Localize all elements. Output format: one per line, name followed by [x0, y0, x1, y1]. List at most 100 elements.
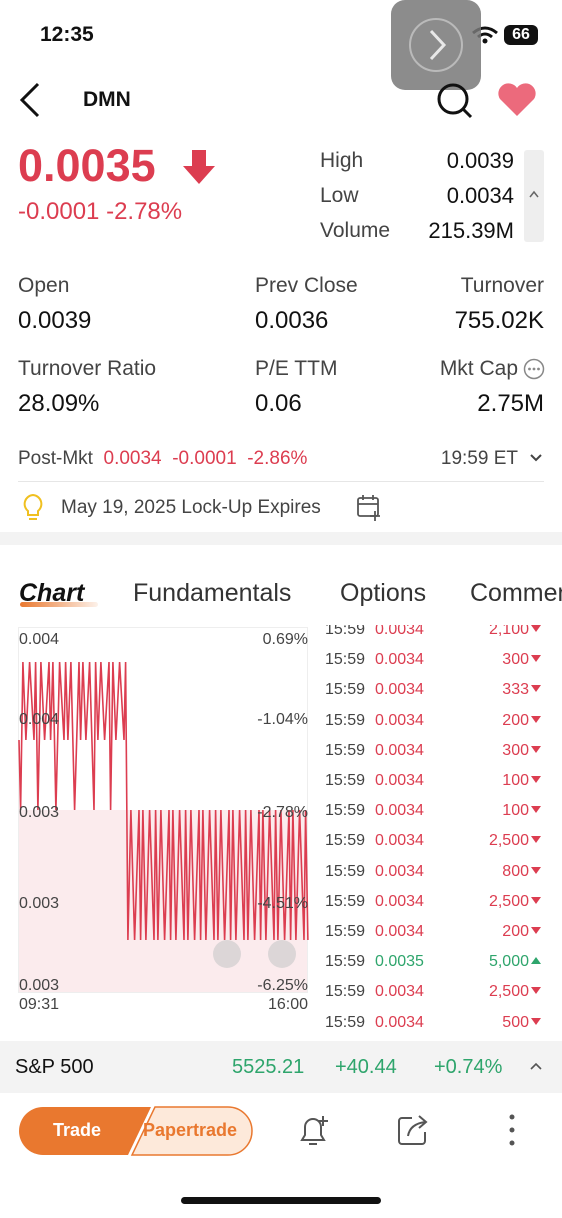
side-stat-label: Volume: [320, 219, 391, 242]
x-axis-label: 09:31: [19, 996, 60, 1013]
trade-time: 15:59: [325, 983, 366, 1001]
side-stat-label: Low: [320, 184, 359, 207]
trade-volume: 333: [502, 681, 529, 699]
trade-time: 15:59: [325, 1013, 366, 1031]
trade-time: 15:59: [325, 862, 366, 880]
more-button[interactable]: [505, 1112, 519, 1148]
trade-volume: 5,000: [488, 953, 529, 971]
trade-time: 15:59: [325, 741, 366, 759]
y-axis-label: 0.003: [19, 804, 60, 821]
trade-volume: 100: [502, 802, 529, 820]
index-value: 5525.21: [232, 1056, 305, 1078]
trade-time: 15:59: [325, 711, 366, 729]
trade-direction-icon: [531, 1017, 541, 1025]
trade-volume: 300: [502, 651, 529, 669]
trade-time: 15:59: [325, 625, 366, 638]
trade-volume: 2,500: [488, 983, 529, 1001]
stat-label: Turnover Ratio: [18, 357, 157, 380]
calendar-add-icon[interactable]: [356, 494, 382, 522]
tab[interactable]: Fundamentals: [133, 579, 292, 607]
trade-button[interactable]: Trade: [53, 1120, 102, 1140]
trade-direction-icon: [531, 927, 541, 934]
trade-volume: 2,500: [488, 832, 529, 850]
trade-direction-icon: [531, 776, 541, 783]
collapse-toggle[interactable]: [524, 150, 544, 242]
y-axis-label: 0.004: [19, 711, 60, 728]
index-bar[interactable]: [0, 1041, 562, 1093]
tab[interactable]: Options: [340, 579, 427, 607]
down-arrow-icon: [183, 150, 215, 184]
stat-value: 2.75M: [477, 390, 544, 417]
trade-volume: 100: [502, 772, 529, 789]
trade-buttons: [19, 1106, 253, 1156]
section-gap: [0, 532, 562, 545]
expand-icon[interactable]: [529, 1061, 543, 1071]
trade-direction-icon: [531, 806, 541, 814]
tab[interactable]: Chart: [19, 579, 85, 607]
trade-price: 0.0034: [375, 923, 424, 940]
trade-direction-icon: [531, 745, 541, 753]
y-axis-pct-label: -6.25%: [257, 977, 308, 994]
tab-bar: Chart Fundamentals Options Comments: [0, 578, 562, 618]
stat-value: 755.02K: [454, 307, 544, 334]
alert-button[interactable]: [296, 1112, 332, 1150]
trade-volume: 500: [502, 1013, 529, 1031]
trade-direction-icon: [531, 625, 541, 632]
chart-control[interactable]: [268, 940, 296, 968]
trade-price: 0.0034: [375, 681, 424, 699]
favorite-button[interactable]: [496, 82, 538, 118]
stat-label: Mkt Cap: [439, 357, 518, 380]
chart-control[interactable]: [213, 940, 241, 968]
trade-direction-icon: [531, 836, 541, 844]
chart-frame: [18, 627, 308, 993]
y-axis-label: 0.003: [19, 977, 60, 994]
stat-label: P/E TTM: [255, 357, 338, 380]
trade-price: 0.0034: [375, 832, 424, 850]
y-axis-pct-label: -1.04%: [257, 711, 308, 728]
more-info-icon[interactable]: [523, 358, 545, 380]
trade-time: 15:59: [325, 681, 366, 699]
trade-price: 0.0034: [375, 892, 424, 910]
trade-price: 0.0034: [375, 651, 424, 669]
event-text[interactable]: May 19, 2025 Lock-Up Expires: [61, 497, 321, 518]
trade-price: 0.0034: [375, 983, 424, 1001]
share-button[interactable]: [396, 1112, 432, 1148]
trade-direction-icon: [531, 957, 541, 965]
post-market-change: -0.0001: [172, 448, 237, 469]
post-market-time: 19:59 ET: [440, 448, 518, 469]
trade-price: 0.0034: [375, 625, 424, 638]
ticker-title: DMN: [83, 88, 131, 111]
side-stat-value: 0.0034: [446, 183, 514, 208]
trade-direction-icon: [531, 655, 541, 663]
divider: [18, 481, 544, 482]
search-button[interactable]: [436, 82, 474, 120]
trade-price: 0.0034: [375, 711, 424, 729]
papertrade-button[interactable]: Papertrade: [143, 1120, 238, 1140]
back-button[interactable]: [18, 82, 42, 118]
stat-label: Open: [18, 274, 70, 297]
trade-time: 15:59: [325, 832, 366, 850]
bulb-icon: [23, 493, 43, 520]
y-axis-pct-label: 0.69%: [262, 631, 308, 648]
y-axis-pct-label: -4.51%: [257, 895, 308, 912]
y-axis-pct-label: -2.78%: [257, 804, 308, 821]
expand-icon[interactable]: [529, 452, 543, 464]
trade-volume: 300: [502, 741, 529, 759]
price-change: -0.0001: [18, 198, 100, 225]
side-stat-label: High: [320, 149, 364, 172]
stat-label: Turnover: [460, 274, 544, 297]
trade-time: 15:59: [325, 772, 366, 789]
trade-time: 15:59: [325, 953, 366, 971]
trade-time: 15:59: [325, 923, 366, 940]
trade-time: 15:59: [325, 651, 366, 669]
trade-price: 0.0035: [375, 953, 424, 971]
status-time: 12:35: [40, 23, 94, 46]
trade-time: 15:59: [325, 892, 366, 910]
stat-label: Prev Close: [255, 274, 358, 297]
price-line: [18, 661, 309, 941]
y-axis-label: 0.003: [19, 895, 60, 912]
overlay-button[interactable]: [391, 0, 481, 90]
tab[interactable]: Comments: [470, 579, 562, 607]
index-change: +40.44: [335, 1056, 397, 1078]
